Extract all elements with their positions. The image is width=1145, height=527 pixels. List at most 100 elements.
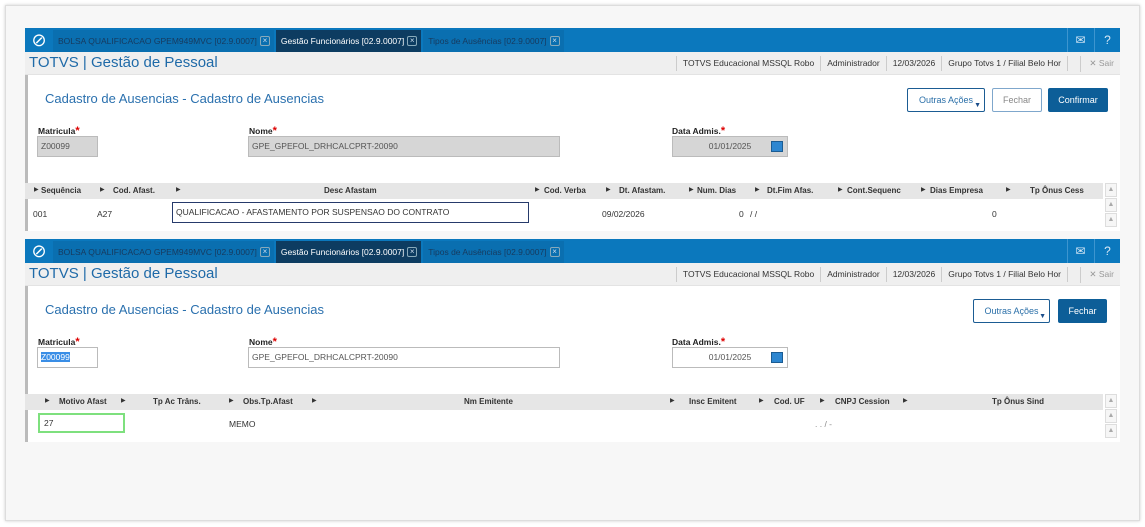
- cell-cod-afast[interactable]: A27: [97, 209, 113, 219]
- close-icon: ✕: [1089, 269, 1099, 279]
- tab-label: Tipos de Ausências [02.9.0007]: [428, 247, 547, 257]
- cell-motivo-afast[interactable]: 27: [38, 413, 125, 433]
- logout-button[interactable]: ✕ Sair: [1080, 267, 1114, 283]
- branch: Grupo Totvs 1 / Filial Belo Hor: [941, 267, 1068, 282]
- close-icon[interactable]: ×: [407, 247, 418, 257]
- form-title: Cadastro de Ausencias - Cadastro de Ause…: [45, 91, 324, 106]
- user: Administrador: [820, 56, 885, 71]
- cell-desc-afastam[interactable]: QUALIFICACAO - AFASTAMENTO POR SUSPENSAO…: [172, 202, 529, 223]
- col-header[interactable]: Dt.Fim Afas.: [767, 186, 814, 195]
- branch: Grupo Totvs 1 / Filial Belo Hor: [941, 56, 1068, 71]
- scroll-up-button[interactable]: ▲: [1105, 424, 1117, 438]
- cell-cnpj[interactable]: . . / -: [815, 419, 832, 429]
- matricula-label: Matricula*: [38, 336, 80, 348]
- col-header[interactable]: Cod. UF: [774, 397, 805, 406]
- col-header[interactable]: Dt. Afastam.: [619, 186, 666, 195]
- col-header[interactable]: Cont.Sequenc: [847, 186, 901, 195]
- tab-list: BOLSA QUALIFICACAO GPEM949MVC [02.9.0007…: [53, 241, 564, 263]
- tab-bolsa[interactable]: BOLSA QUALIFICACAO GPEM949MVC [02.9.0007…: [53, 241, 274, 263]
- close-icon[interactable]: ×: [259, 247, 270, 257]
- left-bar: [25, 286, 28, 442]
- calendar-icon[interactable]: [771, 141, 783, 152]
- user: Administrador: [820, 267, 885, 282]
- nome-field[interactable]: GPE_GPEFOL_DRHCALCPRT-20090: [248, 136, 560, 157]
- logout-button[interactable]: ✕ Sair: [1080, 56, 1114, 72]
- environment: TOTVS Educacional MSSQL Robo: [675, 267, 820, 282]
- col-header[interactable]: Num. Dias: [697, 186, 737, 195]
- date: 12/03/2026: [885, 267, 942, 282]
- confirm-button[interactable]: Confirmar: [1048, 88, 1108, 112]
- grid-header: ▶ Motivo Afast ▶ Tp Ac Trâns. ▶ Obs.Tp.Afas…: [25, 394, 1103, 410]
- scroll-up-button[interactable]: ▲: [1105, 213, 1117, 227]
- cell-sequencia[interactable]: 001: [33, 209, 48, 219]
- col-header[interactable]: Sequência: [41, 186, 82, 195]
- close-icon[interactable]: ×: [259, 36, 270, 46]
- app-header: TOTVS | Gestão de Pessoal TOTVS Educacio…: [25, 52, 1120, 75]
- col-header[interactable]: Motivo Afast: [59, 397, 107, 406]
- nome-field[interactable]: GPE_GPEFOL_DRHCALCPRT-20090: [248, 347, 560, 368]
- cell-num-dias[interactable]: 0: [739, 209, 744, 219]
- admis-field[interactable]: 01/01/2025: [672, 136, 788, 157]
- col-header[interactable]: Insc Emitent: [689, 397, 737, 406]
- tab-gestao[interactable]: Gestão Funcionários [02.9.0007] ×: [275, 241, 422, 263]
- close-icon[interactable]: ×: [407, 36, 418, 46]
- admis-label: Data Admis.*: [672, 336, 726, 348]
- col-header[interactable]: CNPJ Cession: [835, 397, 890, 406]
- col-header[interactable]: Tp Ônus Cess: [1030, 186, 1084, 195]
- tab-label: BOLSA QUALIFICACAO GPEM949MVC [02.9.0007…: [58, 36, 257, 46]
- help-icon[interactable]: ?: [1094, 239, 1120, 263]
- help-icon[interactable]: ?: [1094, 28, 1120, 52]
- matricula-label: Matricula*: [38, 125, 80, 137]
- tab-gestao[interactable]: Gestão Funcionários [02.9.0007] ×: [275, 30, 422, 52]
- col-header[interactable]: Dias Empresa: [930, 186, 983, 195]
- calendar-icon[interactable]: [771, 352, 783, 363]
- close-button[interactable]: Fechar: [1058, 299, 1107, 323]
- totvs-logo-icon[interactable]: ⊘: [31, 30, 47, 50]
- col-header[interactable]: Obs.Tp.Afast: [243, 397, 293, 406]
- close-icon[interactable]: ×: [549, 36, 560, 46]
- tab-bar: ⊘ BOLSA QUALIFICACAO GPEM949MVC [02.9.00…: [25, 28, 1120, 52]
- tab-bolsa[interactable]: BOLSA QUALIFICACAO GPEM949MVC [02.9.0007…: [53, 30, 274, 52]
- session-info: TOTVS Educacional MSSQL Robo Administrad…: [675, 56, 1068, 71]
- tab-label: BOLSA QUALIFICACAO GPEM949MVC [02.9.0007…: [58, 247, 257, 257]
- admis-field[interactable]: 01/01/2025: [672, 347, 788, 368]
- scroll-up-button[interactable]: ▲: [1105, 409, 1117, 423]
- mail-icon[interactable]: ✉: [1067, 239, 1093, 263]
- col-header[interactable]: Tp Ônus Sind: [992, 397, 1044, 406]
- mail-icon[interactable]: ✉: [1067, 28, 1093, 52]
- tab-label: Gestão Funcionários [02.9.0007]: [280, 247, 405, 257]
- scroll-up-button[interactable]: ▲: [1105, 198, 1117, 212]
- tab-bar: ⊘ BOLSA QUALIFICACAO GPEM949MVC [02.9.00…: [25, 239, 1120, 263]
- other-actions-button[interactable]: Outras Ações ▼: [907, 88, 985, 112]
- col-header[interactable]: Cod. Verba: [544, 186, 586, 195]
- nome-label: Nome*: [249, 336, 277, 348]
- col-header[interactable]: Nm Emitente: [464, 397, 513, 406]
- close-icon[interactable]: ×: [549, 247, 560, 257]
- date: 12/03/2026: [885, 56, 942, 71]
- scroll-top-button[interactable]: ▲: [1105, 183, 1117, 197]
- tab-label: Gestão Funcionários [02.9.0007]: [280, 36, 405, 46]
- cell-obs-tp-afast[interactable]: MEMO: [229, 419, 256, 429]
- totvs-logo-icon[interactable]: ⊘: [31, 241, 47, 261]
- matricula-field[interactable]: Z00099: [37, 136, 98, 157]
- environment: TOTVS Educacional MSSQL Robo: [675, 56, 820, 71]
- nome-label: Nome*: [249, 125, 277, 137]
- col-header[interactable]: Cod. Afast.: [113, 186, 155, 195]
- app-title: TOTVS | Gestão de Pessoal: [29, 54, 218, 71]
- col-header[interactable]: Tp Ac Trâns.: [153, 397, 201, 406]
- tab-tipos[interactable]: Tipos de Ausências [02.9.0007] ×: [423, 30, 564, 52]
- session-info: TOTVS Educacional MSSQL Robo Administrad…: [675, 267, 1068, 282]
- cell-dt-fim[interactable]: / /: [750, 209, 758, 219]
- cell-dt-afastam[interactable]: 09/02/2026: [602, 209, 645, 219]
- left-bar: [25, 75, 28, 231]
- other-actions-button[interactable]: Outras Ações ▼: [973, 299, 1050, 323]
- caret-down-icon: ▼: [974, 102, 981, 109]
- cell-dias-empresa[interactable]: 0: [992, 209, 997, 219]
- col-header[interactable]: Desc Afastam: [324, 186, 377, 195]
- selected-text: Z00099: [41, 352, 70, 362]
- form-title: Cadastro de Ausencias - Cadastro de Ause…: [45, 302, 324, 317]
- matricula-field[interactable]: Z00099: [37, 347, 98, 368]
- close-button[interactable]: Fechar: [992, 88, 1042, 112]
- scroll-top-button[interactable]: ▲: [1105, 394, 1117, 408]
- tab-tipos[interactable]: Tipos de Ausências [02.9.0007] ×: [423, 241, 564, 263]
